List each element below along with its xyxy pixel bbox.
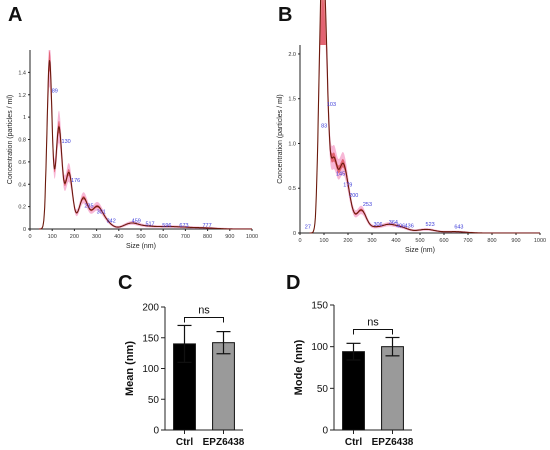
chart-b-peak-label: 306 (373, 222, 382, 228)
chart-a-peak-label: 130 (62, 139, 71, 145)
chart-c-y-tick-label: 200 (142, 303, 159, 314)
chart-a-x-axis-label: Size (nm) (126, 243, 156, 250)
chart-b-peak-label: 179 (343, 182, 352, 188)
chart-a-y-tick-label: 1.2 (18, 93, 26, 99)
chart-b-y-axis-label: Concentration (particles / ml) (277, 94, 284, 183)
chart-b-peak-label: 253 (363, 202, 372, 208)
chart-a-mean-curve (38, 60, 252, 230)
chart-d-category-label: EPZ6438 (372, 437, 414, 448)
chart-c-y-tick-label: 50 (148, 395, 160, 406)
chart-b-peak-label: 200 (349, 193, 358, 199)
panel-letter-c: C (118, 272, 133, 294)
chart-a-x-tick-label: 600 (159, 234, 168, 240)
chart-a-y-tick-label: 0.2 (18, 205, 26, 211)
chart-a-peak-label: 301 (97, 209, 106, 215)
chart-a-x-tick-label: 400 (114, 234, 123, 240)
chart-a-y-tick-label: 1 (23, 115, 26, 121)
chart-a-x-tick-label: 800 (203, 234, 212, 240)
chart-a-peak-label: 342 (107, 218, 116, 224)
panel-letter-a: A (8, 4, 23, 26)
chart-c-y-tick-label: 100 (142, 364, 159, 375)
chart-d-y-tick-label: 150 (311, 301, 328, 312)
chart-a-peak-label: 596 (162, 223, 171, 229)
chart-a-y-tick-label: 0 (23, 227, 26, 233)
chart-d-y-tick-label: 100 (311, 342, 328, 353)
chart-b-peak-label: 83 (321, 123, 327, 129)
chart-b-peak-label: 103 (327, 102, 336, 108)
chart-b-x-tick-label: 700 (463, 238, 472, 244)
chart-b-y-tick-label: 0 (293, 231, 296, 237)
chart-d-bar (381, 346, 404, 431)
chart-d-y-tick-label: 0 (322, 426, 328, 437)
chart-c-category-label: EPZ6438 (203, 437, 245, 448)
chart-d-bar (342, 351, 365, 431)
chart-c-y-tick-label: 0 (153, 426, 159, 437)
chart-a-peak-label: 777 (202, 223, 211, 229)
chart-b-mean-curve (309, 0, 540, 234)
chart-d-significance-bracket (353, 329, 393, 335)
chart-a-x-tick-label: 900 (225, 234, 234, 240)
chart-c-significance-label: ns (198, 304, 210, 316)
chart-b-x-tick-label: 900 (511, 238, 520, 244)
chart-c-y-tick-label: 150 (142, 333, 159, 344)
chart-a-peak-label: 459 (132, 218, 141, 224)
chart-d-category-label: Ctrl (345, 437, 362, 448)
chart-b-y-tick-label: 1.5 (288, 97, 296, 103)
chart-b-x-tick-label: 300 (367, 238, 376, 244)
chart-c-significance-bracket (184, 316, 224, 323)
chart-b-x-tick-label: 0 (298, 238, 301, 244)
chart-b-peak-label: 364 (389, 220, 398, 226)
chart-a-y-tick-label: 1.4 (18, 70, 26, 76)
chart-a-x-tick-label: 200 (70, 234, 79, 240)
chart-b-x-tick-label: 100 (319, 238, 328, 244)
chart-d-significance-label: ns (367, 317, 379, 329)
chart-a-x-tick-label: 1000 (246, 234, 258, 240)
chart-b-peak-label: 436 (405, 224, 414, 230)
chart-b-x-tick-label: 400 (391, 238, 400, 244)
chart-a-y-tick-label: 0.6 (18, 160, 26, 166)
chart-a-y-axis-label: Concentration (particles / ml) (7, 95, 14, 184)
chart-c-category-label: Ctrl (176, 437, 193, 448)
chart-a-y-tick-label: 0.8 (18, 138, 26, 144)
chart-a-peak-label: 673 (179, 223, 188, 229)
panel-letter-b: B (278, 4, 293, 26)
chart-b-x-tick-label: 600 (439, 238, 448, 244)
chart-b-x-tick-label: 800 (487, 238, 496, 244)
chart-b-y-tick-label: 1.0 (288, 141, 296, 147)
chart-a-peak-label: 235 (84, 204, 93, 210)
chart-d-y-axis-label: Mode (nm) (293, 339, 305, 395)
chart-a-x-tick-label: 0 (28, 234, 31, 240)
chart-b-peak-label: 145 (336, 172, 345, 178)
chart-b-y-tick-label: 0.5 (288, 186, 296, 192)
chart-b-peak-label: 406 (396, 224, 405, 230)
chart-a-y-tick-label: 0.4 (18, 182, 26, 188)
chart-b-x-axis-label: Size (nm) (405, 247, 435, 254)
chart-a-x-tick-label: 500 (136, 234, 145, 240)
chart-b-y-tick-label: 2.0 (288, 52, 296, 58)
chart-b-x-tick-label: 200 (343, 238, 352, 244)
chart-a-x-tick-label: 100 (48, 234, 57, 240)
chart-b-peak-label: 523 (426, 222, 435, 228)
chart-a-peak-label: 176 (71, 178, 80, 184)
chart-a-peak-label: 89 (52, 89, 58, 95)
chart-a-peak-label: 517 (145, 222, 154, 228)
chart-b-peak-label: 643 (454, 225, 463, 231)
chart-c-y-axis-label: Mean (nm) (124, 341, 136, 396)
chart-a-x-tick-label: 700 (181, 234, 190, 240)
panel-letter-d: D (286, 272, 301, 294)
chart-b-x-tick-label: 1000 (534, 238, 546, 244)
chart-d-y-tick-label: 50 (317, 384, 329, 395)
chart-b-peak-label: 27 (305, 225, 311, 231)
chart-a-x-tick-label: 300 (92, 234, 101, 240)
chart-b-x-tick-label: 500 (415, 238, 424, 244)
